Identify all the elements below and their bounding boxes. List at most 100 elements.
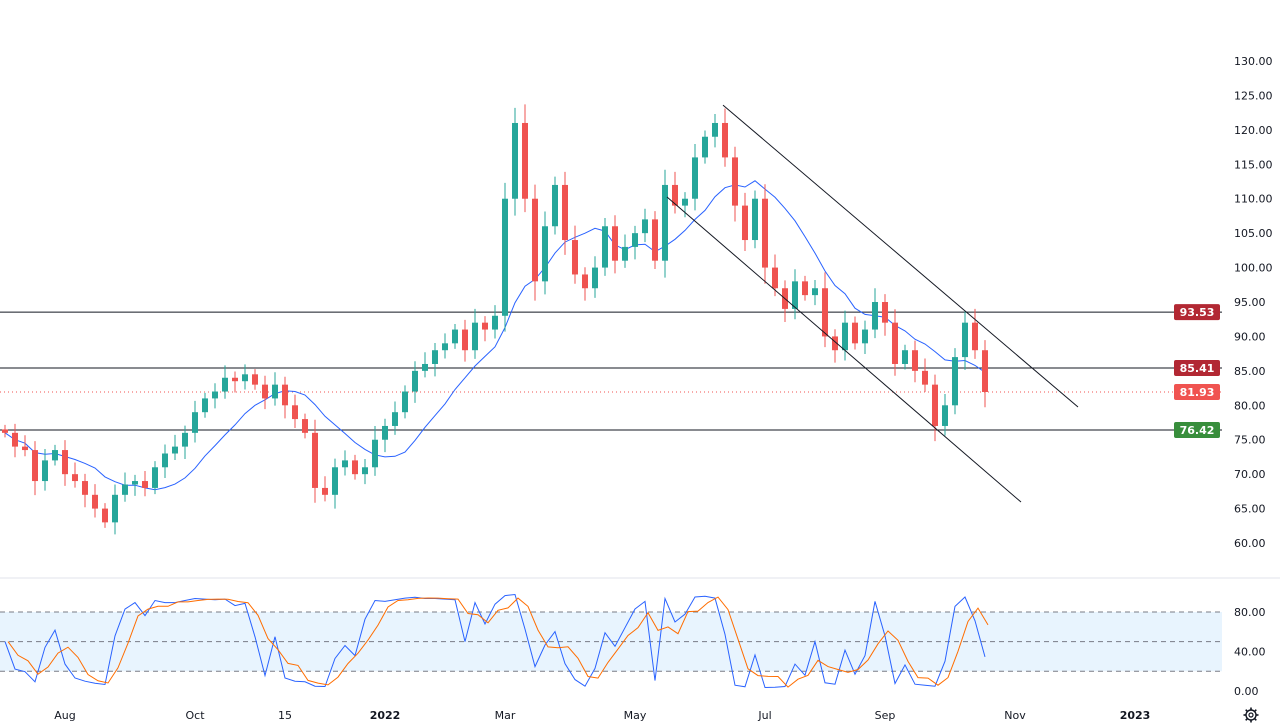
- candle-body[interactable]: [472, 322, 478, 351]
- candle-body[interactable]: [962, 322, 968, 358]
- candle-body[interactable]: [412, 370, 418, 392]
- candle-body[interactable]: [902, 350, 908, 364]
- candle-body[interactable]: [432, 350, 438, 364]
- candle-body[interactable]: [522, 122, 528, 199]
- candle-body[interactable]: [92, 494, 98, 509]
- settings-gear-icon[interactable]: [1243, 707, 1259, 723]
- candle-body[interactable]: [872, 302, 878, 330]
- channel-lower-line[interactable]: [666, 196, 1022, 503]
- candle-body[interactable]: [32, 450, 38, 482]
- candle-body[interactable]: [862, 329, 868, 344]
- candle-body[interactable]: [232, 377, 238, 382]
- moving-average-line[interactable]: [4, 180, 986, 491]
- candle-body[interactable]: [212, 391, 218, 399]
- candle-body[interactable]: [82, 481, 88, 495]
- candle-body[interactable]: [792, 281, 798, 309]
- candle-body[interactable]: [382, 425, 388, 440]
- candle-body[interactable]: [352, 460, 358, 475]
- candle-body[interactable]: [932, 384, 938, 426]
- candle-body[interactable]: [722, 122, 728, 158]
- candle-body[interactable]: [912, 350, 918, 371]
- candle-body[interactable]: [552, 184, 558, 227]
- candle-body[interactable]: [252, 374, 258, 385]
- candle-body[interactable]: [422, 363, 428, 371]
- candle-body[interactable]: [712, 122, 718, 137]
- candle-body[interactable]: [162, 453, 168, 468]
- candle-body[interactable]: [802, 281, 808, 296]
- candle-body[interactable]: [242, 374, 248, 382]
- candle-body[interactable]: [132, 481, 138, 485]
- candle-body[interactable]: [322, 487, 328, 495]
- candle-body[interactable]: [182, 432, 188, 447]
- candle-body[interactable]: [982, 350, 988, 393]
- candle-body[interactable]: [832, 336, 838, 351]
- candle-body[interactable]: [622, 246, 628, 261]
- candle-body[interactable]: [442, 343, 448, 351]
- candle-body[interactable]: [652, 219, 658, 261]
- candle-body[interactable]: [452, 329, 458, 344]
- candle-body[interactable]: [12, 432, 18, 447]
- stochastic-d-line[interactable]: [7, 596, 989, 688]
- candle-body[interactable]: [892, 322, 898, 364]
- candle-body[interactable]: [372, 439, 378, 468]
- candle-body[interactable]: [762, 198, 768, 268]
- candle-body[interactable]: [542, 226, 548, 282]
- candle-body[interactable]: [512, 122, 518, 199]
- candle-body[interactable]: [842, 322, 848, 351]
- candle-body[interactable]: [332, 467, 338, 495]
- candle-body[interactable]: [682, 198, 688, 206]
- candle-body[interactable]: [492, 315, 498, 330]
- stochastic-k-line[interactable]: [4, 593, 986, 689]
- candle-body[interactable]: [482, 322, 488, 330]
- candle-body[interactable]: [2, 429, 8, 433]
- candle-body[interactable]: [22, 446, 28, 451]
- candle-body[interactable]: [882, 302, 888, 323]
- candle-body[interactable]: [922, 370, 928, 385]
- candle-body[interactable]: [662, 184, 668, 261]
- candle-body[interactable]: [292, 405, 298, 420]
- candle-body[interactable]: [312, 432, 318, 488]
- candle-body[interactable]: [942, 405, 948, 426]
- candle-body[interactable]: [672, 184, 678, 206]
- candle-body[interactable]: [812, 288, 818, 296]
- candle-body[interactable]: [772, 267, 778, 289]
- candle-body[interactable]: [572, 240, 578, 275]
- candle-body[interactable]: [362, 467, 368, 475]
- candle-body[interactable]: [62, 450, 68, 475]
- candle-body[interactable]: [112, 494, 118, 523]
- candle-body[interactable]: [202, 398, 208, 413]
- candle-body[interactable]: [852, 322, 858, 344]
- candle-body[interactable]: [532, 198, 538, 282]
- candle-body[interactable]: [642, 219, 648, 234]
- candle-body[interactable]: [972, 322, 978, 351]
- candle-body[interactable]: [462, 329, 468, 351]
- candle-body[interactable]: [302, 419, 308, 433]
- candle-body[interactable]: [612, 226, 618, 261]
- candle-body[interactable]: [702, 136, 708, 158]
- candle-body[interactable]: [102, 508, 108, 523]
- candle-body[interactable]: [952, 357, 958, 406]
- candle-body[interactable]: [742, 205, 748, 241]
- candle-body[interactable]: [52, 450, 58, 461]
- candle-body[interactable]: [402, 391, 408, 413]
- candle-body[interactable]: [632, 233, 638, 247]
- candle-body[interactable]: [822, 288, 828, 337]
- candle-body[interactable]: [142, 481, 148, 488]
- candle-body[interactable]: [392, 412, 398, 426]
- channel-upper-line[interactable]: [722, 104, 1079, 408]
- candle-body[interactable]: [592, 267, 598, 289]
- candle-body[interactable]: [562, 184, 568, 241]
- candle-body[interactable]: [172, 446, 178, 454]
- candle-body[interactable]: [282, 384, 288, 406]
- candle-body[interactable]: [222, 377, 228, 392]
- candle-body[interactable]: [272, 384, 278, 399]
- candle-body[interactable]: [192, 412, 198, 433]
- candle-body[interactable]: [122, 484, 128, 495]
- candle-body[interactable]: [42, 460, 48, 482]
- candle-body[interactable]: [72, 474, 78, 482]
- candle-body[interactable]: [262, 384, 268, 399]
- candle-body[interactable]: [502, 198, 508, 316]
- candle-body[interactable]: [752, 198, 758, 241]
- candle-body[interactable]: [152, 467, 158, 488]
